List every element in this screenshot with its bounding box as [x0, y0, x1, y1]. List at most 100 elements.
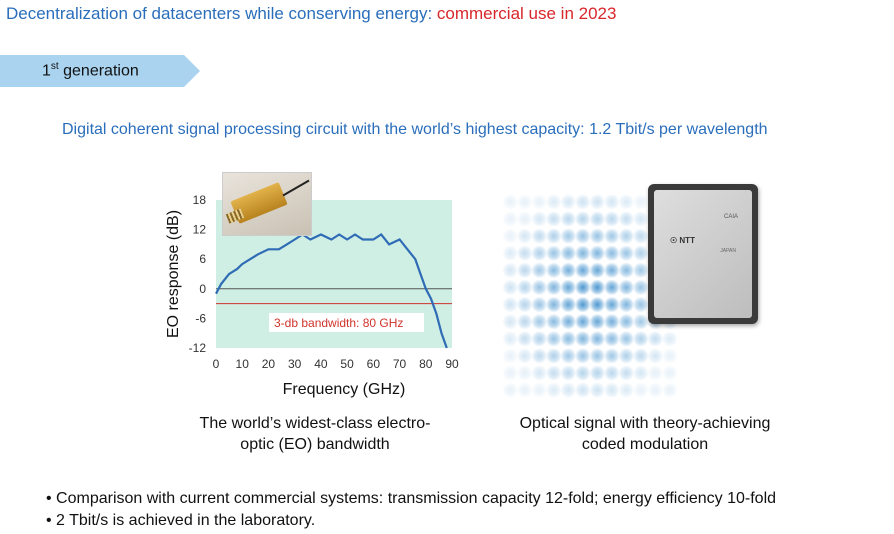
y-tick-label: 6 [199, 252, 206, 266]
constellation-point [502, 313, 519, 330]
bandwidth-annotation: 3-db bandwidth: 80 GHz [274, 316, 403, 330]
constellation-point [574, 365, 591, 381]
constellation-point [560, 365, 577, 381]
constellation-point [502, 279, 519, 296]
constellation-point [560, 313, 577, 330]
constellation-point [545, 211, 562, 227]
constellation-point [589, 365, 606, 381]
constellation-point [618, 347, 635, 364]
constellation-point [531, 228, 548, 245]
constellation-point [560, 193, 577, 210]
x-tick-label: 60 [367, 357, 381, 371]
constellation-point [589, 211, 606, 227]
constellation-point [545, 347, 562, 364]
constellation-point [560, 330, 577, 347]
eo-response-line [215, 233, 448, 349]
constellation-point [574, 347, 591, 364]
constellation-point [531, 211, 548, 227]
constellation-point [516, 365, 533, 381]
constellation-point [516, 382, 533, 399]
device-fiber [282, 179, 310, 197]
y-tick-label: 0 [199, 282, 206, 296]
constellation-point [502, 228, 519, 245]
optical-caption-line-2: coded modulation [581, 436, 709, 453]
constellation-point [603, 262, 620, 279]
constellation-point [618, 245, 635, 262]
constellation-point [603, 279, 620, 296]
constellation-point [632, 382, 649, 399]
constellation-point [545, 382, 562, 399]
bullet-item: • Comparison with current commercial sys… [46, 490, 777, 507]
chip-country: JAPAN [720, 248, 736, 254]
y-axis-label: EO response (dB) [165, 210, 182, 338]
constellation-point [632, 296, 649, 313]
x-tick-label: 10 [236, 357, 250, 371]
constellation-point [545, 313, 562, 330]
eo-response-chart: 18 12 6 0 -6 -12 0 10 20 30 40 50 60 70 80 90 Frequency … [150, 180, 480, 420]
constellation-point [560, 382, 577, 399]
constellation-point [516, 193, 533, 210]
constellation-point [545, 228, 562, 245]
bullet-item: • 2 Tbit/s is achieved in the laboratory… [46, 512, 316, 529]
constellation-point [531, 382, 548, 399]
constellation-point [545, 296, 562, 313]
constellation-point [502, 347, 519, 364]
constellation-point [618, 296, 635, 313]
ntt-logo: ☉ NTT [670, 236, 695, 245]
constellation-point [545, 279, 562, 296]
constellation-point [632, 365, 649, 381]
optical-signal-caption: Optical signal with theory-achieving cod… [480, 413, 810, 455]
constellation-point [531, 365, 548, 381]
generation-label: 1st generation [42, 61, 139, 80]
y-tick-label: 12 [193, 223, 207, 237]
dsp-chip-photo: CAIA ☉ NTT JAPAN [648, 184, 758, 324]
constellation-point [618, 211, 635, 227]
constellation-point [574, 228, 591, 245]
x-axis-label: Frequency (GHz) [283, 381, 406, 398]
constellation-point [589, 382, 606, 399]
constellation-point [647, 347, 664, 364]
constellation-point [618, 365, 635, 381]
generation-tab-shape [0, 55, 200, 87]
constellation-point [589, 296, 606, 313]
x-tick-label: 70 [393, 357, 407, 371]
y-tick-label: -6 [195, 311, 206, 325]
constellation-point [632, 193, 649, 210]
constellation-point [574, 279, 591, 296]
constellation-point [560, 211, 577, 227]
constellation-point [603, 313, 620, 330]
constellation-point [618, 193, 635, 210]
constellation-point [545, 330, 562, 347]
constellation-point [502, 211, 519, 227]
constellation-point [516, 228, 533, 245]
constellation-point [589, 228, 606, 245]
constellation-point [647, 330, 664, 347]
constellation-point [516, 245, 533, 262]
constellation-point [574, 313, 591, 330]
constellation-point [516, 279, 533, 296]
constellation-point [502, 382, 519, 399]
constellation-point [560, 228, 577, 245]
constellation-point [589, 330, 606, 347]
constellation-point [589, 193, 606, 210]
constellation-point [632, 279, 649, 296]
eo-bandwidth-caption: The world’s widest-class electro- optic … [165, 413, 465, 455]
constellation-point [516, 296, 533, 313]
constellation-point [502, 262, 519, 279]
constellation-point [516, 330, 533, 347]
constellation-point [661, 330, 678, 347]
constellation-point [661, 347, 678, 364]
constellation-point [589, 262, 606, 279]
page-heading: Decentralization of datacenters while co… [6, 4, 616, 24]
constellation-point [560, 296, 577, 313]
constellation-point [574, 382, 591, 399]
constellation-point [589, 245, 606, 262]
eo-caption-line-2: optic (EO) bandwidth [240, 436, 390, 453]
chip-lid: CAIA ☉ NTT JAPAN [654, 190, 752, 318]
constellation-point [618, 313, 635, 330]
constellation-point [574, 330, 591, 347]
constellation-point [603, 382, 620, 399]
constellation-point [560, 279, 577, 296]
constellation-point [632, 330, 649, 347]
